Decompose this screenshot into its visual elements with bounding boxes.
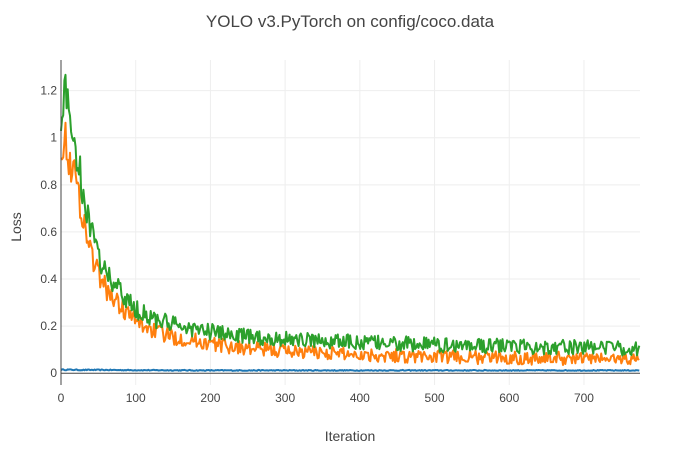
grid bbox=[61, 60, 640, 385]
x-tick-label: 100 bbox=[126, 391, 146, 405]
x-tick-label: 0 bbox=[58, 391, 65, 405]
y-tick-label: 1.2 bbox=[40, 84, 57, 98]
y-axis-title: Loss bbox=[8, 212, 24, 242]
x-tick-label: 700 bbox=[574, 391, 594, 405]
series-line-2 bbox=[60, 121, 640, 366]
x-tick-label: 300 bbox=[275, 391, 295, 405]
y-tick-label: 0.8 bbox=[40, 178, 57, 192]
y-tick-label: 0.6 bbox=[40, 225, 57, 239]
x-tick-label: 400 bbox=[350, 391, 370, 405]
x-tick-label: 500 bbox=[425, 391, 445, 405]
series-line-1 bbox=[60, 368, 640, 372]
x-axis-title: Iteration bbox=[325, 428, 376, 444]
x-tick-label: 600 bbox=[499, 391, 519, 405]
y-tick-label: 0 bbox=[50, 366, 57, 380]
y-tick-label: 1 bbox=[50, 131, 57, 145]
plot-area bbox=[60, 73, 641, 372]
y-tick-label: 0.2 bbox=[40, 319, 57, 333]
y-tick-label: 0.4 bbox=[40, 272, 57, 286]
x-tick-label: 200 bbox=[200, 391, 220, 405]
chart-title: YOLO v3.PyTorch on config/coco.data bbox=[206, 12, 495, 31]
series-line-3 bbox=[60, 73, 641, 357]
axes: 0 100 200 300 400 500 600 700 0 0.2 0.4 0.6 0.8 1 1.2 bbox=[40, 60, 640, 405]
